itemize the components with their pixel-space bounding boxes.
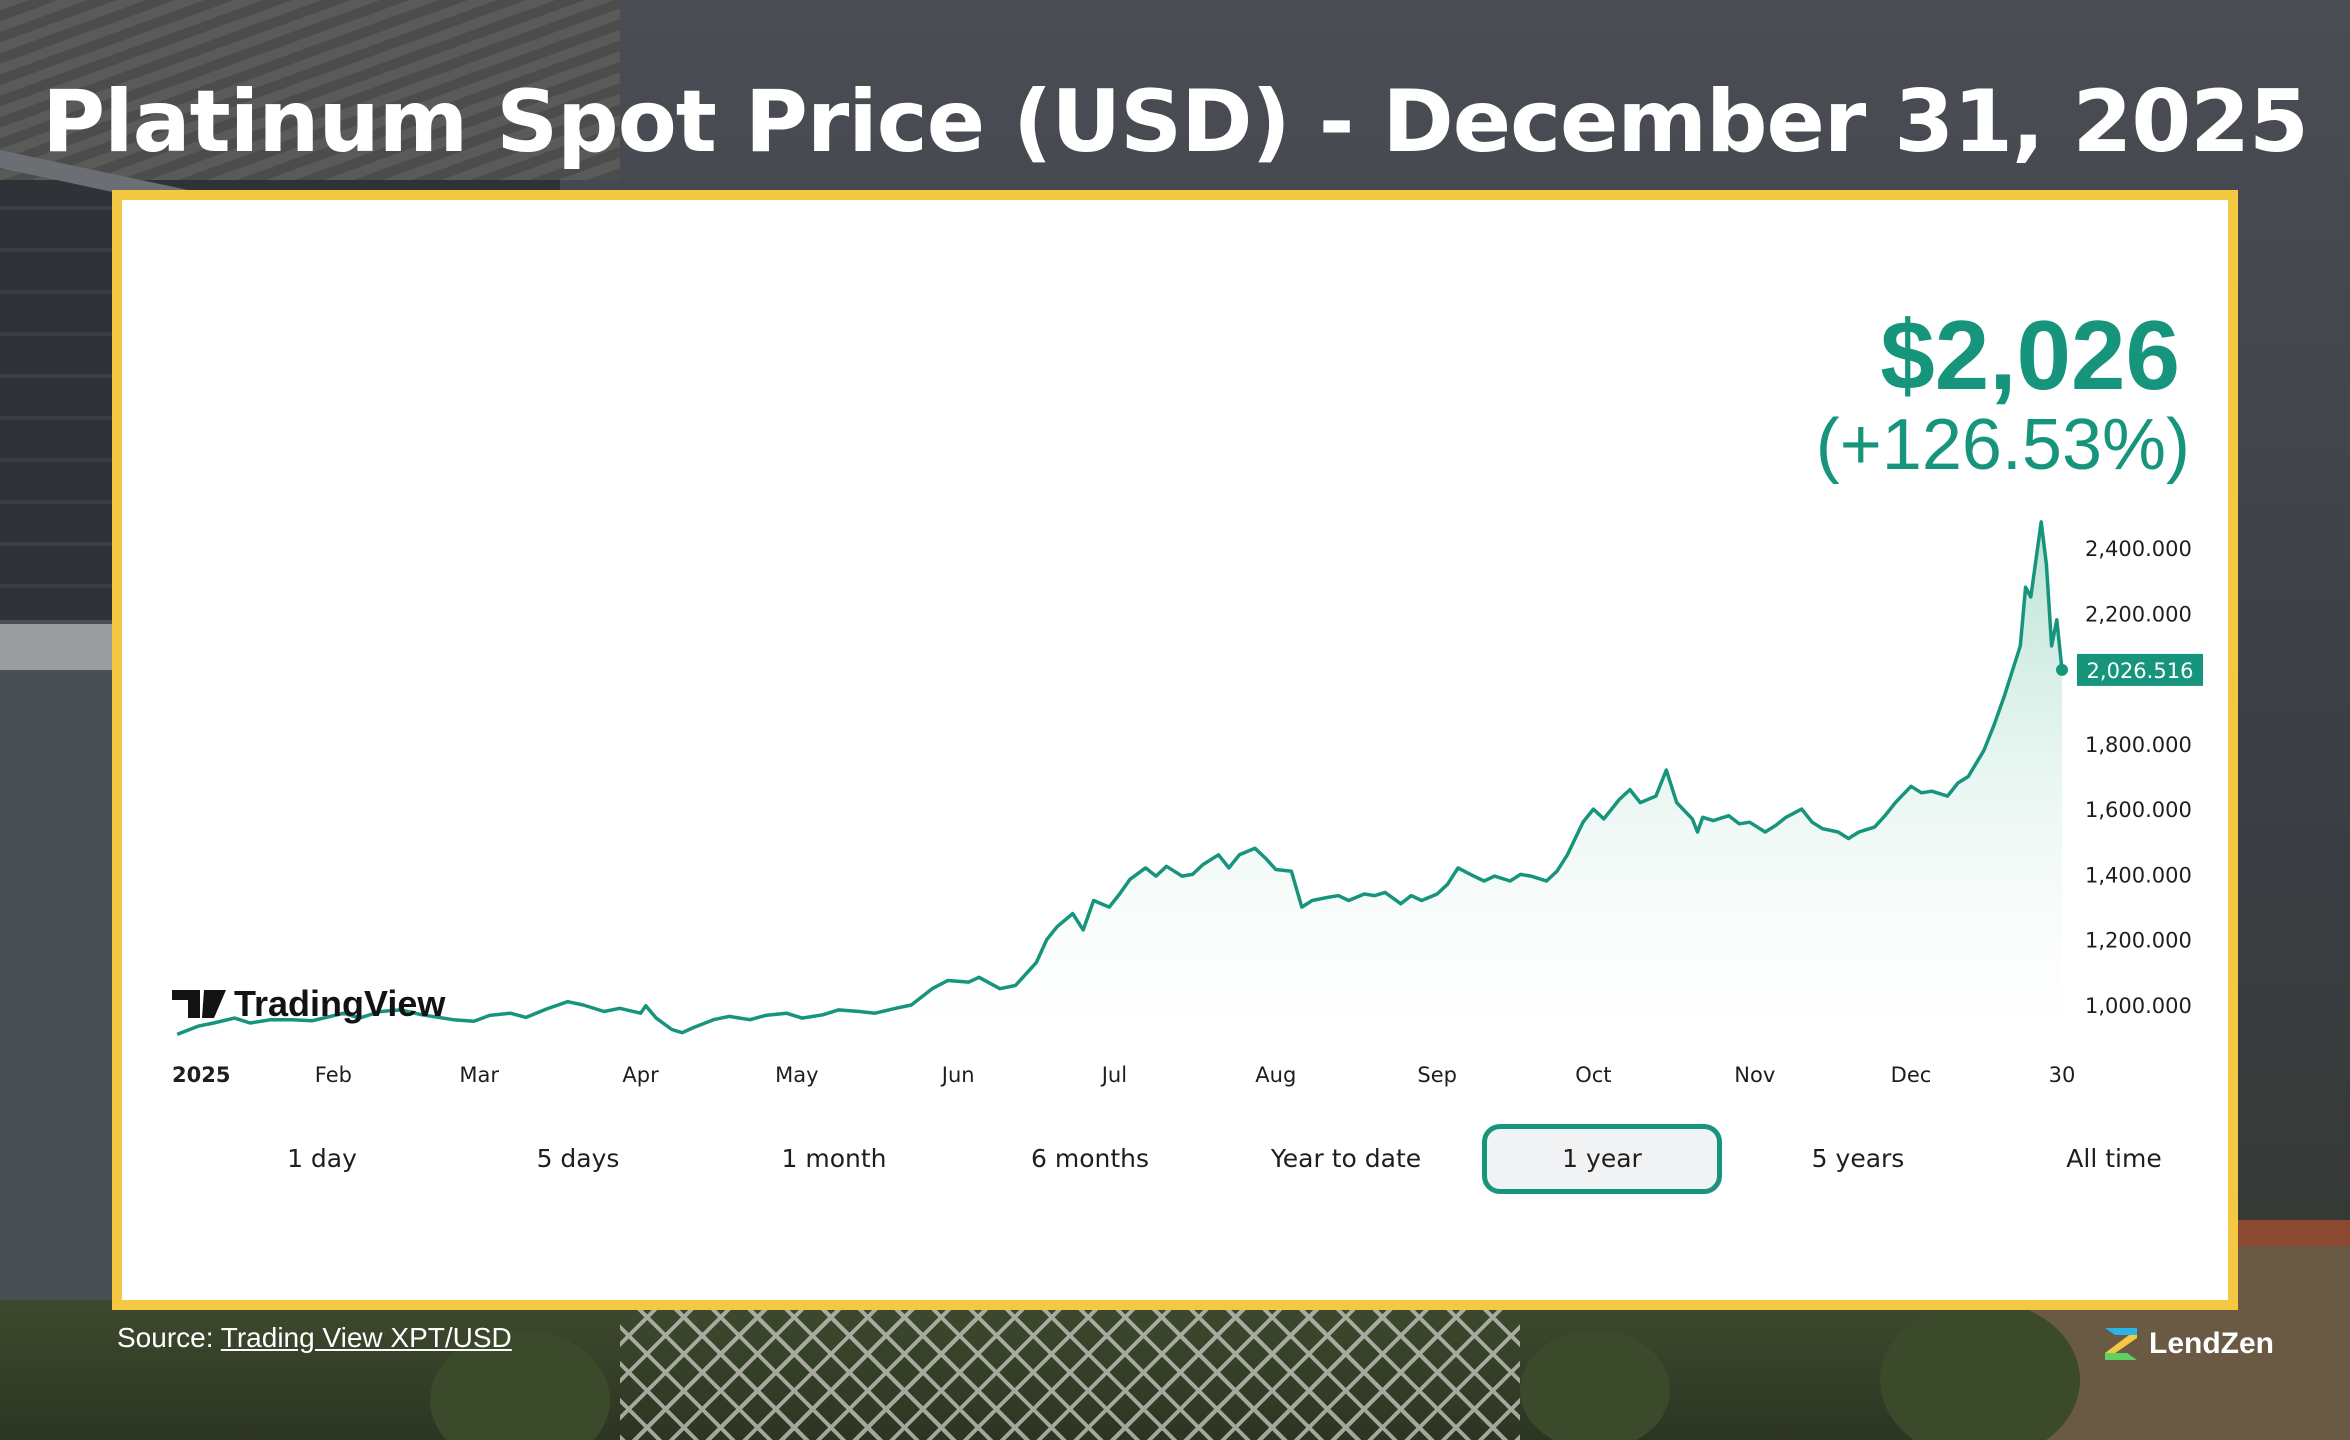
y-tick-label: 1,800.000 [2085,733,2192,757]
last-value-label: 2,026.516 [2087,659,2194,683]
lendzen-mark-icon [2105,1328,2137,1360]
range-button[interactable]: 1 month [781,1144,887,1173]
price-chart: TradingView 1,000.000 1,200.000 1,400.000 1… [172,520,2203,1087]
x-tick-label: Mar [459,1063,499,1087]
tradingview-mark-icon [172,990,200,1018]
current-price: $2,026 [1880,300,2180,410]
last-value-tag [2077,653,2203,686]
x-tick-label: 30 [2049,1063,2076,1087]
page-title: Platinum Spot Price (USD) - December 31,… [42,72,2309,172]
price-change-percent: (+126.53%) [1815,405,2190,485]
range-selector: 1 day 5 days 1 month 6 months Year to date 1 … [152,1124,2212,1196]
range-button[interactable]: 1 day [287,1144,357,1173]
price-line [176,520,2064,1037]
y-tick-label: 2,400.000 [2085,537,2192,561]
range-button[interactable]: 6 months [1030,1144,1150,1173]
y-tick-label: 1,400.000 [2085,863,2192,887]
range-button[interactable]: Year to date [1270,1144,1422,1173]
x-tick-label: Apr [622,1063,659,1087]
x-tick-label: Nov [1734,1063,1775,1087]
source-prefix: Source: [117,1322,221,1353]
x-tick-label: May [775,1063,818,1087]
range-button[interactable]: 5 years [1811,1144,1905,1173]
x-tick-label: 2025 [172,1063,230,1087]
x-tick-label: Feb [315,1063,352,1087]
tradingview-wordmark: TradingView [234,983,446,1024]
range-button[interactable]: All time [2066,1144,2162,1173]
y-tick-label: 1,600.000 [2085,798,2192,822]
x-tick-label: Sep [1417,1063,1457,1087]
price-area-fill [177,521,2063,1045]
source-link[interactable]: Trading View XPT/USD [220,1322,512,1353]
lendzen-logo: LendZen [2103,1322,2274,1366]
last-price-point [2056,663,2068,676]
range-button[interactable]: 5 days [536,1144,620,1173]
tradingview-logo: TradingView [172,983,446,1024]
x-tick-label: Aug [1255,1063,1296,1087]
chart-card: $2,026 (+126.53%) TradingView 1,000.000 1… [112,190,2238,1310]
x-tick-label: Oct [1575,1063,1611,1087]
x-tick-label: Jun [940,1063,975,1087]
range-button[interactable]: 1 year [1482,1124,1722,1194]
brand-name: LendZen [2149,1327,2274,1360]
y-tick-label: 1,000.000 [2085,994,2192,1018]
x-tick-label: Jul [1100,1063,1127,1087]
y-tick-label: 2,200.000 [2085,602,2192,626]
y-tick-label: 1,200.000 [2085,929,2192,953]
x-tick-label: Dec [1891,1063,1932,1087]
source-note: Source: Trading View XPT/USD [117,1322,512,1354]
